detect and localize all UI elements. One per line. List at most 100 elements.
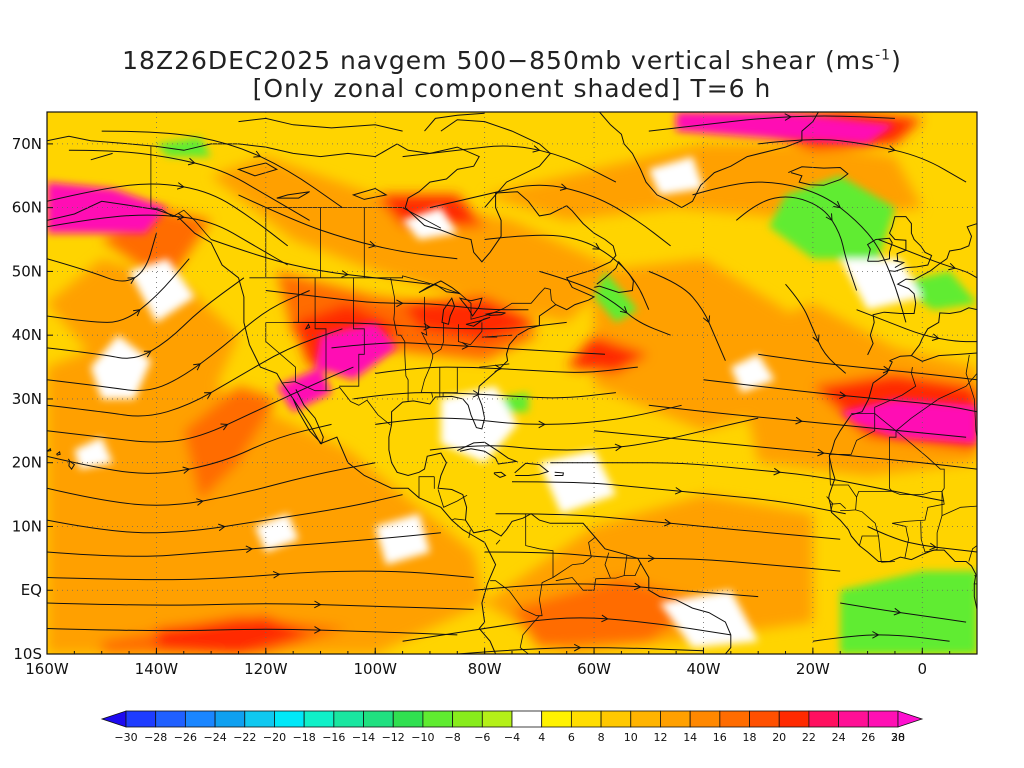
- streamline-arrow-1: [314, 600, 322, 609]
- colorbar-label-8: −14: [352, 731, 375, 744]
- colorbar-label-0: −30: [114, 731, 137, 744]
- colorbar-cell-27: [897, 710, 924, 728]
- shade-extreme-8: [894, 271, 977, 310]
- coastline-19: [457, 441, 519, 465]
- streamline-43: [758, 139, 967, 183]
- colorbar-cell-18: [630, 710, 661, 728]
- streamline-2: [47, 570, 474, 581]
- border-40: [928, 491, 943, 552]
- border-26: [490, 513, 554, 617]
- shade-extreme-6: [840, 571, 977, 654]
- border-33: [855, 413, 897, 510]
- border-22: [437, 489, 468, 508]
- coastline-22: [554, 471, 564, 476]
- colorbar-label-15: 6: [568, 731, 575, 744]
- colorbar-cell-20: [689, 710, 721, 728]
- streamline-16: [101, 130, 343, 209]
- title-superscript: -1: [875, 47, 892, 64]
- streamline-arrow-43: [888, 145, 896, 153]
- border-30: [624, 563, 641, 576]
- colorbar-cell-12: [452, 710, 483, 728]
- coastline-8: [681, 112, 819, 209]
- lon-tick-label-0: 160W: [25, 660, 69, 678]
- lon-tick-label-5: 60W: [577, 660, 611, 678]
- streamline-arrow-44: [784, 113, 793, 121]
- streamline-18: [210, 239, 430, 285]
- streamline-37: [402, 145, 617, 183]
- chart-title-line2: [Only zonal component shaded] T=6 h: [252, 74, 772, 103]
- streamline-arrow-40: [703, 315, 711, 324]
- colorbar-cell-17: [600, 710, 632, 728]
- border-47: [840, 509, 856, 511]
- coastline-4: [47, 135, 567, 263]
- streamline-arrow-26: [601, 614, 609, 623]
- colorbar-cell-21: [719, 710, 750, 728]
- colorbar-label-22: 20: [772, 731, 786, 744]
- border-35: [855, 509, 882, 563]
- border-32: [829, 413, 876, 455]
- colorbar-cell-16: [570, 710, 602, 728]
- shade-extreme-1: [676, 112, 895, 144]
- streamline-arrow-32: [817, 448, 825, 457]
- colorbar-cell-19: [660, 710, 691, 728]
- streamline-11: [47, 258, 190, 323]
- shade-white-6: [659, 590, 759, 648]
- lake-3: [465, 316, 491, 327]
- streamline-arrow-27: [633, 582, 642, 591]
- border-14: [481, 334, 513, 338]
- streamline-arrow-22: [494, 364, 503, 373]
- streamline-arrow-11: [133, 309, 141, 317]
- colorbar-cell-25: [838, 710, 869, 728]
- border-2: [249, 275, 557, 320]
- map-panel: [47, 112, 977, 654]
- colorbar-label-24: 24: [832, 731, 846, 744]
- streamline-arrow-7: [220, 423, 229, 431]
- streamline-7: [47, 366, 354, 443]
- streamline-arrow-17: [368, 240, 377, 249]
- streamline-arrow-12: [127, 277, 136, 285]
- colorbar-label-2: −26: [174, 731, 197, 744]
- streamline-0: [47, 628, 458, 636]
- colorbar-cell-14: [511, 710, 543, 728]
- streamline-31: [550, 462, 945, 502]
- shade-blob-18: [375, 194, 485, 227]
- streamline-45: [856, 309, 977, 343]
- streamline-arrow-50: [872, 631, 880, 639]
- coastline-26: [90, 152, 113, 161]
- shade-blob-15: [566, 335, 649, 374]
- lat-tick-label-7: EQ: [21, 581, 42, 599]
- streamline-arrow-16: [253, 150, 262, 158]
- streamline-arrow-23: [472, 390, 481, 398]
- streamline-arrow-2: [272, 570, 281, 579]
- streamline-arrow-10: [143, 350, 152, 358]
- streamline-1: [47, 602, 474, 610]
- lat-tick-label-2: 50N: [12, 262, 42, 280]
- colorbar-label-19: 14: [683, 731, 697, 744]
- streamline-32: [594, 430, 977, 470]
- streamline-arrow-33: [795, 416, 803, 425]
- colorbar: −30 −28 −26 −24 −22 −20 −18 −16 −14 −12 −10 −8 −6 −4 4…: [100, 710, 924, 744]
- coastline-11: [888, 216, 933, 272]
- colorbar-label-23: 22: [802, 731, 816, 744]
- border-37: [892, 522, 910, 559]
- colorbar-cell-3: [184, 710, 216, 728]
- colorbar-cell-5: [244, 710, 275, 728]
- colorbar-label-17: 10: [624, 731, 638, 744]
- shade-white-8: [648, 156, 704, 195]
- streamline-9: [47, 290, 310, 391]
- shade-extreme-9: [156, 137, 212, 157]
- streamlines: [47, 113, 977, 654]
- lon-tick-label-3: 100W: [354, 660, 398, 678]
- shade-white-3: [440, 386, 518, 463]
- border-36: [859, 535, 879, 546]
- lake-2: [458, 297, 483, 317]
- colorbar-label-26: 28: [891, 731, 905, 744]
- streamline-35: [758, 353, 977, 381]
- coastline-10: [867, 223, 977, 356]
- border-5: [314, 277, 327, 391]
- streamline-arrow-15: [187, 157, 196, 166]
- colorbar-cell-11: [422, 710, 454, 728]
- streamline-27: [473, 583, 759, 598]
- colorbar-cell-22: [749, 710, 780, 728]
